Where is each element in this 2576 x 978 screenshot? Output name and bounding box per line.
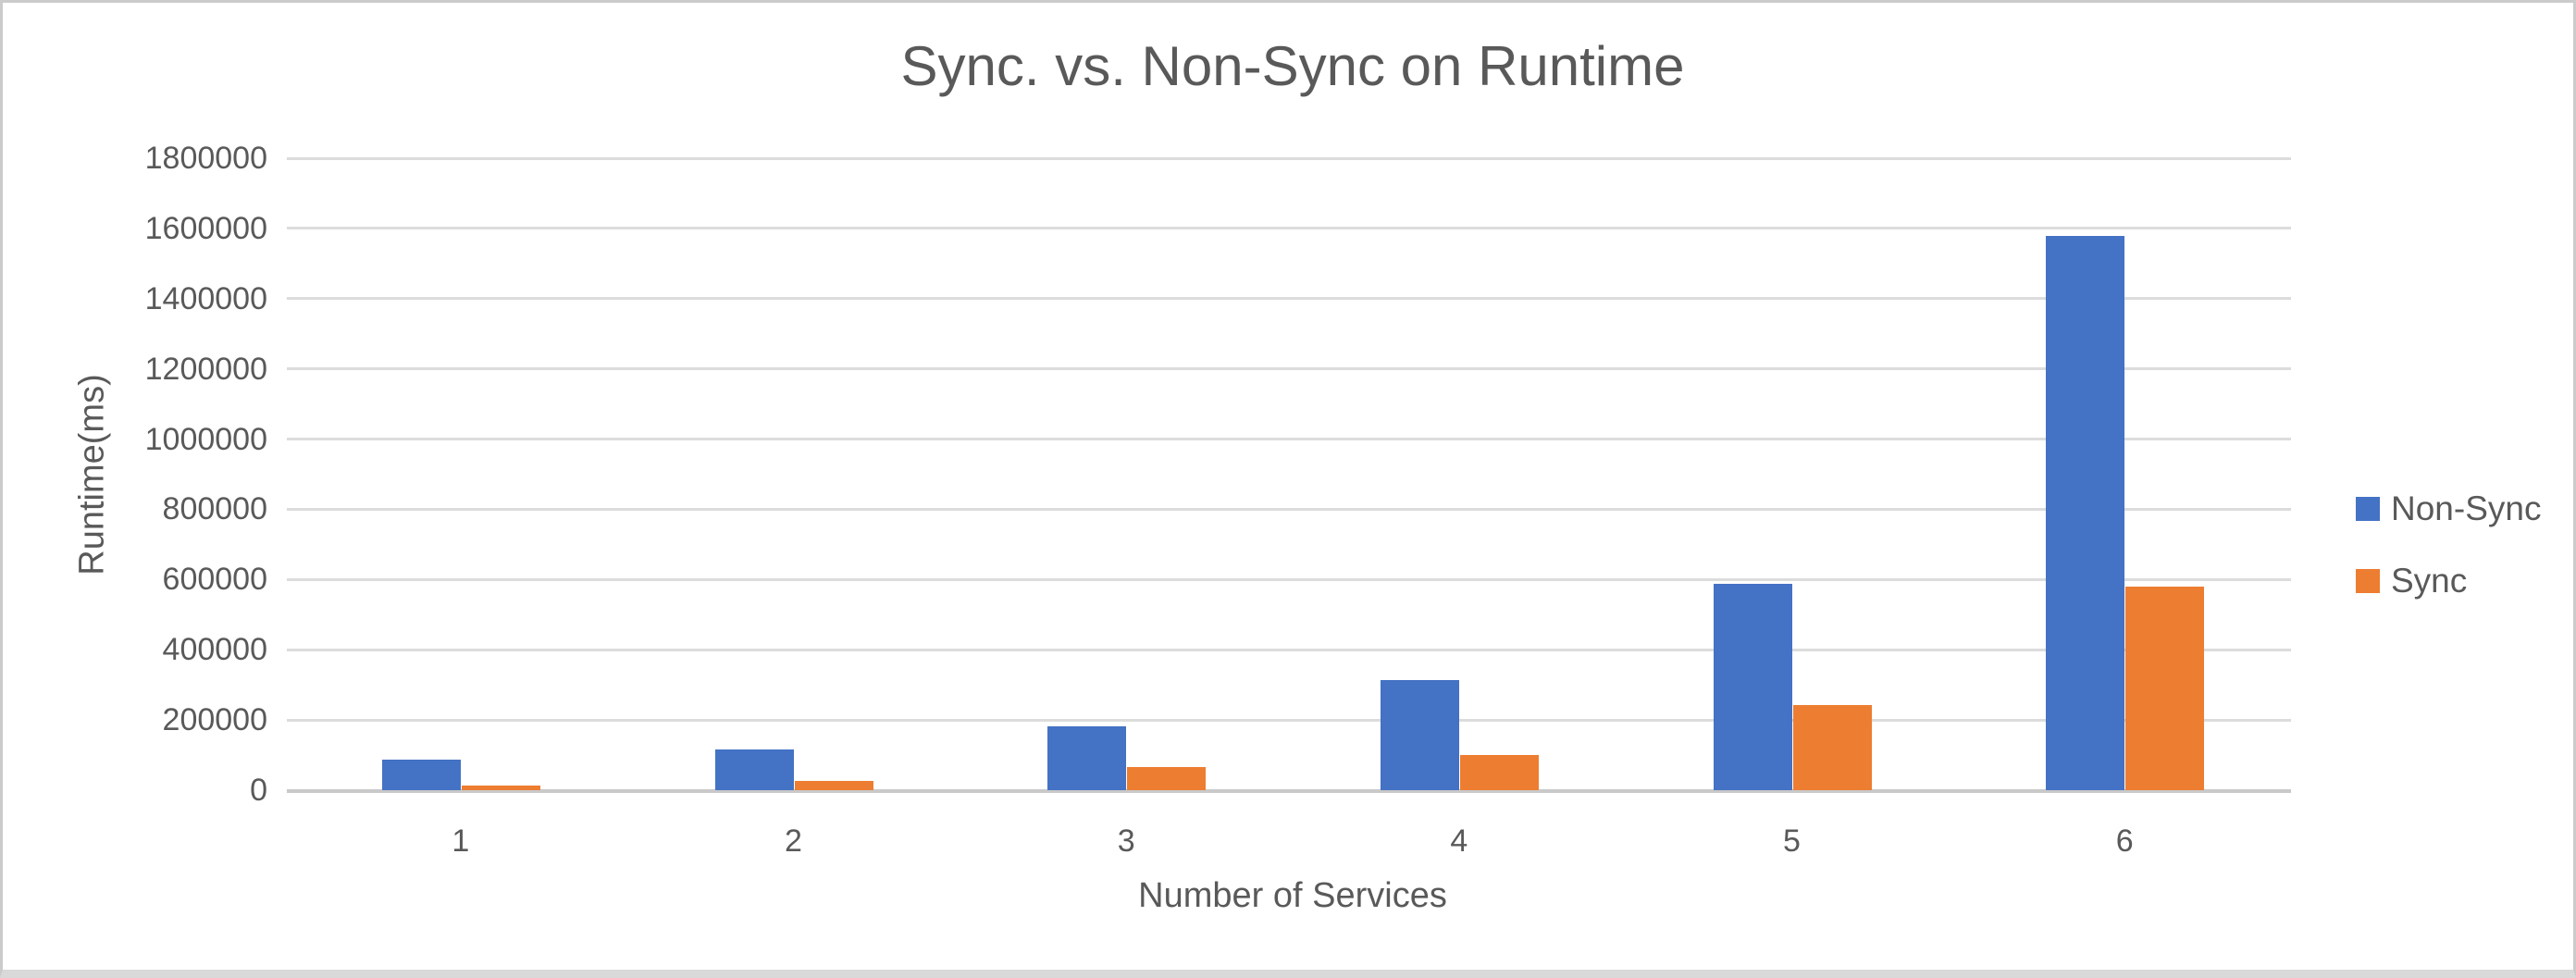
y-tick-label: 1800000 [144,141,267,176]
bar-sync-1 [461,785,540,790]
x-axis-line [287,788,2291,793]
x-tick-label: 4 [1450,823,1468,859]
y-axis-title: Runtime(ms) [72,374,112,576]
y-tick-label: 1000000 [144,421,267,457]
gridline [287,297,2291,301]
gridline [287,718,2291,722]
x-tick-label: 2 [785,823,802,859]
bar-non-sync-6 [2046,236,2125,790]
legend-swatch-non-sync-icon [2356,496,2380,521]
gridline [287,367,2291,371]
legend-label-non-sync: Non-Sync [2391,489,2542,527]
legend-item-sync: Sync [2356,560,2541,601]
bar-non-sync-5 [1713,584,1792,790]
bar-sync-4 [1459,755,1539,790]
y-tick-label: 0 [250,773,267,808]
x-tick-label: 5 [1783,823,1801,859]
bar-sync-6 [2125,586,2205,790]
bar-non-sync-2 [714,749,794,790]
legend: Non-Sync Sync [2356,488,2541,601]
bar-non-sync-3 [1047,726,1127,790]
bar-sync-5 [1792,705,1872,790]
bar-non-sync-4 [1380,679,1459,790]
y-tick-label: 400000 [162,632,267,668]
plot-area [287,156,2291,793]
bar-sync-2 [794,780,873,790]
legend-item-non-sync: Non-Sync [2356,488,2541,529]
x-tick-label: 3 [1117,823,1135,859]
y-tick-label: 200000 [162,702,267,738]
x-axis-title: Number of Services [1138,876,1447,915]
x-tick-label: 1 [452,823,470,859]
legend-label-sync: Sync [2391,561,2468,600]
gridline [287,507,2291,511]
bar-sync-3 [1127,766,1207,790]
y-tick-label: 1400000 [144,280,267,316]
legend-swatch-sync-icon [2356,568,2380,593]
chart-title: Sync. vs. Non-Sync on Runtime [900,35,1685,97]
bar-non-sync-1 [381,760,461,790]
gridline [287,577,2291,581]
gridline [287,227,2291,230]
x-tick-label: 6 [2115,823,2134,859]
gridline [287,156,2291,160]
y-tick-label: 1200000 [144,351,267,387]
y-tick-label: 1600000 [144,210,267,246]
y-tick-label: 600000 [162,562,267,598]
y-tick-label: 800000 [162,491,267,527]
gridline [287,438,2291,441]
gridline [287,648,2291,651]
